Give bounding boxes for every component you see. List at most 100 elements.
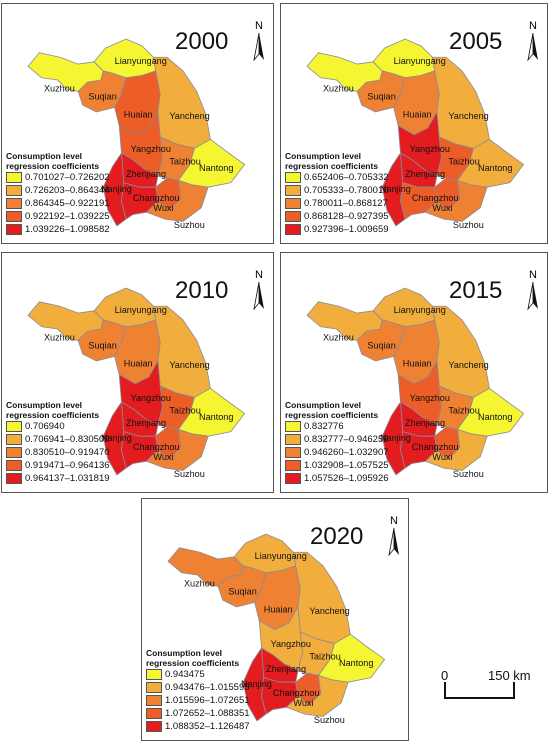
- legend-swatch: [146, 669, 162, 680]
- north-label: N: [255, 20, 263, 32]
- region-suzhou: [145, 428, 209, 471]
- legend-item: 1.015596–1.072651: [146, 694, 250, 707]
- city-label-suqian: Suqian: [88, 340, 116, 350]
- city-label-lianyungang: Lianyungang: [394, 56, 446, 66]
- legend-range-label: 0.830510–0.919470: [25, 447, 110, 458]
- region-nantong: [177, 138, 246, 188]
- city-label-changzhou: Changzhou: [412, 442, 459, 452]
- city-label-yancheng: Yancheng: [448, 360, 488, 370]
- city-label-nanjing: Nanjing: [101, 184, 132, 194]
- legend-swatch: [6, 224, 22, 235]
- city-label-changzhou: Changzhou: [133, 442, 180, 452]
- legend-item: 0.726203–0.864344: [6, 184, 110, 197]
- year-label: 2010: [175, 277, 229, 304]
- region-nantong: [456, 138, 525, 188]
- year-label: 2005: [449, 28, 503, 55]
- city-label-yangzhou: Yangzhou: [271, 639, 311, 649]
- legend-title-line2: regression coefficients: [6, 410, 100, 420]
- legend-range-label: 0.832777–0.946259: [304, 434, 389, 445]
- city-label-suzhou: Suzhou: [314, 715, 345, 725]
- legend-range-label: 0.943475: [165, 669, 205, 680]
- legend-item: 0.701027–0.726202: [6, 171, 110, 184]
- legend-title-line2: regression coefficients: [285, 161, 379, 171]
- region-yancheng: [292, 551, 351, 644]
- city-label-nanjing: Nanjing: [380, 433, 411, 443]
- north-arrow-icon: N: [523, 21, 543, 67]
- legend-range-label: 0.832776: [304, 421, 344, 432]
- north-label: N: [529, 269, 537, 281]
- legend-item: 0.919471–0.964136: [6, 459, 110, 472]
- legend-range-label: 0.864345–0.922191: [25, 198, 110, 209]
- legend-range-label: 0.701027–0.726202: [25, 172, 110, 183]
- legend-range-label: 0.780011–0.868127: [304, 198, 388, 209]
- scale-distance-label: 150 km: [488, 668, 531, 683]
- city-label-zhenjiang: Zhenjiang: [126, 418, 166, 428]
- legend: Consumption level regression coefficients…: [6, 151, 110, 236]
- legend-title-line2: regression coefficients: [146, 658, 240, 668]
- legend-item: 0.832776: [285, 420, 389, 433]
- legend-item: 0.964137–1.031819: [6, 472, 110, 485]
- map-panel-2020: Xuzhou Lianyungang Suqian Huaian Yancheng Yan…: [141, 498, 409, 741]
- city-label-zhenjiang: Zhenjiang: [266, 664, 306, 674]
- city-label-nantong: Nantong: [478, 163, 512, 173]
- city-label-huaian: Huaian: [124, 110, 153, 120]
- region-yancheng: [152, 305, 211, 398]
- legend-item: 0.943476–1.015595: [146, 681, 250, 694]
- legend-swatch: [6, 460, 22, 471]
- region-yancheng: [431, 56, 490, 149]
- legend-title-line2: regression coefficients: [6, 161, 100, 171]
- legend-swatch: [6, 211, 22, 222]
- legend-swatch: [6, 473, 22, 484]
- legend-item: 1.088352–1.126487: [146, 720, 250, 733]
- scale-zero-label: 0: [441, 668, 449, 683]
- legend-swatch: [285, 447, 301, 458]
- legend: Consumption level regression coefficients…: [285, 151, 389, 236]
- legend-item: 0.922192–1.039225: [6, 210, 110, 223]
- city-label-nanjing: Nanjing: [380, 184, 411, 194]
- legend-swatch: [285, 460, 301, 471]
- legend-range-label: 0.946260–1.032907: [304, 447, 389, 458]
- legend-item: 0.780011–0.868127: [285, 197, 389, 210]
- map-panel-2015: Xuzhou Lianyungang Suqian Huaian Yancheng Yan…: [280, 252, 548, 493]
- region-suzhou: [424, 179, 488, 222]
- legend-item: 1.057526–1.095926: [285, 472, 389, 485]
- legend-item: 0.705333–0.780010: [285, 184, 389, 197]
- city-label-yancheng: Yancheng: [169, 360, 209, 370]
- city-label-changzhou: Changzhou: [412, 193, 459, 203]
- region-suzhou: [145, 179, 209, 222]
- city-label-xuzhou: Xuzhou: [184, 578, 215, 588]
- city-label-zhenjiang: Zhenjiang: [405, 418, 445, 428]
- city-label-lianyungang: Lianyungang: [115, 305, 167, 315]
- city-label-nantong: Nantong: [199, 412, 233, 422]
- region-nantong: [456, 387, 525, 437]
- map-svg: Xuzhou Lianyungang Suqian Huaian Yancheng Yan…: [306, 287, 525, 479]
- map-panel-2010: Xuzhou Lianyungang Suqian Huaian Yancheng Yan…: [1, 252, 274, 493]
- legend-title: Consumption level: [6, 400, 83, 410]
- legend-item: 1.039226–1.098582: [6, 223, 110, 236]
- north-label: N: [255, 269, 263, 281]
- legend-range-label: 0.706940: [25, 421, 65, 432]
- legend-title: Consumption level: [285, 400, 362, 410]
- scale-bar: 0 150 km: [436, 668, 546, 708]
- city-label-taizhou: Taizhou: [169, 405, 200, 415]
- legend-swatch: [6, 198, 22, 209]
- legend-swatch: [6, 185, 22, 196]
- city-label-xuzhou: Xuzhou: [323, 83, 354, 93]
- legend-range-label: 1.072652–1.088351: [165, 708, 250, 719]
- city-label-lianyungang: Lianyungang: [394, 305, 446, 315]
- legend-range-label: 0.726203–0.864344: [25, 185, 110, 196]
- legend-item: 0.946260–1.032907: [285, 446, 389, 459]
- legend-range-label: 0.964137–1.031819: [25, 473, 110, 484]
- legend-item: 0.943475: [146, 668, 250, 681]
- city-label-nantong: Nantong: [339, 658, 373, 668]
- map-svg: Xuzhou Lianyungang Suqian Huaian Yancheng Yan…: [27, 38, 246, 230]
- legend-swatch: [146, 721, 162, 732]
- city-label-wuxi: Wuxi: [432, 203, 452, 213]
- legend-item: 0.927396–1.009659: [285, 223, 389, 236]
- legend-swatch: [285, 421, 301, 432]
- legend-item: 1.072652–1.088351: [146, 707, 250, 720]
- legend-swatch: [285, 211, 301, 222]
- city-label-huaian: Huaian: [403, 359, 432, 369]
- north-arrow-icon: N: [249, 270, 269, 316]
- city-label-zhenjiang: Zhenjiang: [405, 169, 445, 179]
